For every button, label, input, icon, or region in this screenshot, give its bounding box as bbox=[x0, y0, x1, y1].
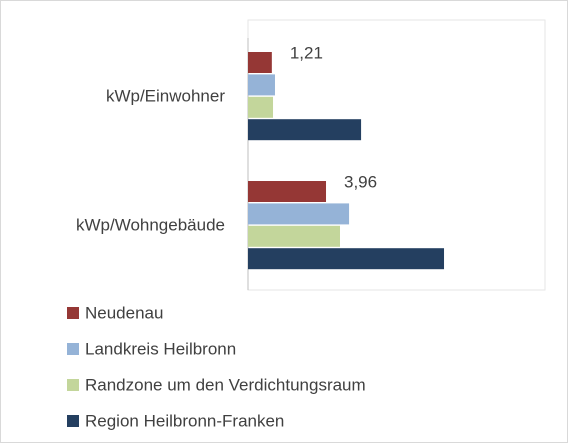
legend-label: Region Heilbronn-Franken bbox=[85, 411, 284, 430]
legend-swatch bbox=[67, 307, 79, 319]
bar bbox=[248, 119, 362, 141]
bar bbox=[248, 248, 445, 270]
y-tick-label: kWp/Einwohner bbox=[106, 86, 225, 105]
bar bbox=[248, 203, 350, 225]
data-label: 3,96 bbox=[344, 172, 377, 191]
legend-swatch bbox=[67, 379, 79, 391]
legend-label: Randzone um den Verdichtungsraum bbox=[85, 375, 366, 394]
bar bbox=[248, 225, 341, 247]
legend-swatch bbox=[67, 343, 79, 355]
legend-swatch bbox=[67, 415, 79, 427]
data-label: 1,21 bbox=[290, 43, 323, 62]
bar bbox=[248, 181, 327, 202]
legend-label: Landkreis Heilbronn bbox=[85, 339, 236, 358]
bar bbox=[248, 96, 274, 118]
y-tick-label: kWp/Wohngebäude bbox=[76, 215, 225, 234]
legend-label: Neudenau bbox=[85, 303, 163, 322]
bar bbox=[248, 74, 275, 96]
bar bbox=[248, 52, 272, 73]
